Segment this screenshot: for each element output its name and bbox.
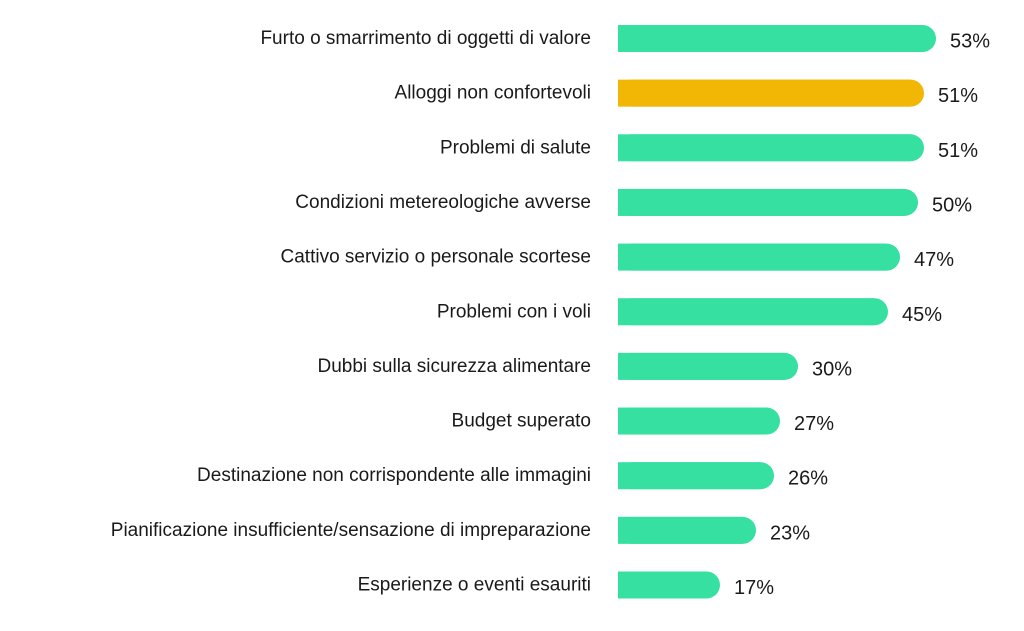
bar-body xyxy=(618,571,707,599)
category-label: Furto o smarrimento di oggetti di valore xyxy=(260,28,591,49)
category-label: Pianificazione insufficiente/sensazione … xyxy=(111,520,591,541)
value-label: 23% xyxy=(770,522,810,544)
value-label: 47% xyxy=(914,249,954,271)
bar-body xyxy=(618,407,767,435)
category-label: Dubbi sulla sicurezza alimentare xyxy=(317,356,591,377)
category-label: Budget superato xyxy=(452,411,591,432)
category-label: Problemi con i voli xyxy=(437,301,591,322)
value-label: 50% xyxy=(932,194,972,216)
bar-body xyxy=(618,79,911,107)
value-label: 17% xyxy=(734,577,774,599)
category-label: Esperienze o eventi esauriti xyxy=(358,575,591,596)
category-label: Destinazione non corrispondente alle imm… xyxy=(197,465,591,486)
value-label: 45% xyxy=(902,304,942,326)
bar-body xyxy=(618,134,911,162)
bar-body xyxy=(618,243,887,271)
category-label: Alloggi non confortevoli xyxy=(395,83,591,104)
bar-body xyxy=(618,188,905,216)
bar-body xyxy=(618,25,923,52)
value-label: 26% xyxy=(788,468,828,490)
category-label: Problemi di salute xyxy=(440,137,591,158)
value-label: 53% xyxy=(950,31,990,53)
value-label: 51% xyxy=(938,140,978,162)
category-label: Cattivo servizio o personale scortese xyxy=(281,247,591,268)
bar-body xyxy=(618,352,785,380)
bar-body xyxy=(618,298,875,326)
value-label: 27% xyxy=(794,413,834,435)
bar-body xyxy=(618,516,743,544)
category-labels: Furto o smarrimento di oggetti di valore… xyxy=(111,28,591,596)
bar-body xyxy=(618,462,761,490)
bars xyxy=(618,25,936,599)
value-label: 30% xyxy=(812,358,852,380)
value-labels: 53% 51% 51% 50% 47% 45% 30% 27% 26% 23% 17% xyxy=(734,31,990,600)
category-label: Condizioni metereologiche avverse xyxy=(295,192,591,213)
value-label: 51% xyxy=(938,85,978,107)
